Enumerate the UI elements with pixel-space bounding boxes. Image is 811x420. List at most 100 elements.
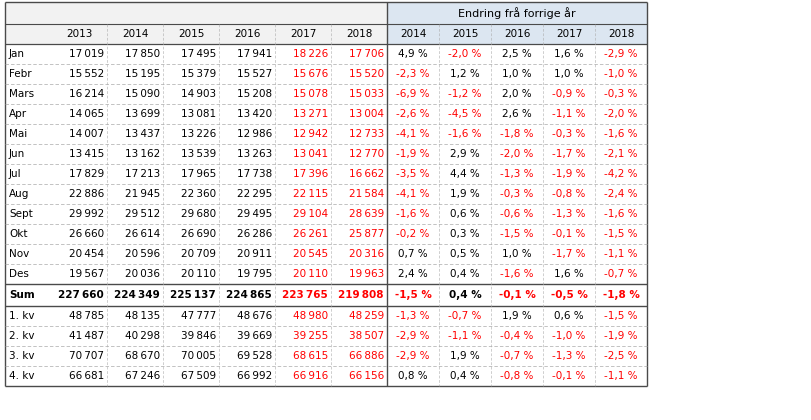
Text: 227 660: 227 660 <box>58 290 104 300</box>
Text: 14 007: 14 007 <box>69 129 104 139</box>
Text: 18 226: 18 226 <box>293 49 328 59</box>
Text: 13 263: 13 263 <box>237 149 272 159</box>
Text: 28 639: 28 639 <box>348 209 384 219</box>
Text: Sum: Sum <box>9 290 35 300</box>
Text: -0,7 %: -0,7 % <box>448 311 481 321</box>
Text: -0,5 %: -0,5 % <box>550 290 586 300</box>
Text: 20 596: 20 596 <box>125 249 160 259</box>
Text: 68 670: 68 670 <box>125 351 160 361</box>
Text: 2,9 %: 2,9 % <box>449 149 479 159</box>
Text: 2. kv: 2. kv <box>9 331 34 341</box>
Text: 26 660: 26 660 <box>69 229 104 239</box>
Text: 67 246: 67 246 <box>125 371 160 381</box>
Text: 13 226: 13 226 <box>181 129 216 139</box>
Text: 41 487: 41 487 <box>69 331 104 341</box>
Text: -2,1 %: -2,1 % <box>603 149 637 159</box>
Text: 0,3 %: 0,3 % <box>449 229 479 239</box>
Text: -1,8 %: -1,8 % <box>500 129 533 139</box>
Text: 13 699: 13 699 <box>125 109 160 119</box>
Text: 1,9 %: 1,9 % <box>449 351 479 361</box>
Text: 1,0 %: 1,0 % <box>501 69 531 79</box>
Text: 17 019: 17 019 <box>69 49 104 59</box>
Text: 20 110: 20 110 <box>181 269 216 279</box>
Text: -1,6 %: -1,6 % <box>603 129 637 139</box>
Text: 13 162: 13 162 <box>125 149 160 159</box>
Text: 15 552: 15 552 <box>69 69 104 79</box>
Text: 13 081: 13 081 <box>181 109 216 119</box>
Text: -1,3 %: -1,3 % <box>500 169 533 179</box>
Text: 66 886: 66 886 <box>348 351 384 361</box>
Text: 13 420: 13 420 <box>237 109 272 119</box>
Text: -0,1 %: -0,1 % <box>551 371 585 381</box>
Text: 0,7 %: 0,7 % <box>397 249 427 259</box>
Text: -1,5 %: -1,5 % <box>500 229 533 239</box>
Text: 12 770: 12 770 <box>349 149 384 159</box>
Text: -2,5 %: -2,5 % <box>603 351 637 361</box>
Text: 26 690: 26 690 <box>181 229 216 239</box>
Text: 2016: 2016 <box>234 29 260 39</box>
Text: -2,9 %: -2,9 % <box>396 331 429 341</box>
Text: -1,7 %: -1,7 % <box>551 249 585 259</box>
Text: -1,8 %: -1,8 % <box>602 290 638 300</box>
Text: 22 886: 22 886 <box>69 189 104 199</box>
Text: -2,4 %: -2,4 % <box>603 189 637 199</box>
Text: 3. kv: 3. kv <box>9 351 34 361</box>
Text: 66 681: 66 681 <box>69 371 104 381</box>
Text: 40 298: 40 298 <box>125 331 160 341</box>
Text: 1,9 %: 1,9 % <box>501 311 531 321</box>
Text: -1,0 %: -1,0 % <box>603 69 637 79</box>
Bar <box>5 44 646 64</box>
Text: -1,1 %: -1,1 % <box>603 249 637 259</box>
Text: 69 528: 69 528 <box>237 351 272 361</box>
Text: -1,7 %: -1,7 % <box>551 149 585 159</box>
Text: -2,0 %: -2,0 % <box>603 109 637 119</box>
Text: 22 295: 22 295 <box>237 189 272 199</box>
Text: 2,5 %: 2,5 % <box>501 49 531 59</box>
Text: 20 454: 20 454 <box>69 249 104 259</box>
Text: 2014: 2014 <box>399 29 426 39</box>
Text: -4,1 %: -4,1 % <box>396 129 429 139</box>
Bar <box>5 346 646 366</box>
Text: -1,5 %: -1,5 % <box>603 311 637 321</box>
Text: -6,9 %: -6,9 % <box>396 89 429 99</box>
Text: -4,5 %: -4,5 % <box>448 109 481 119</box>
Text: -1,6 %: -1,6 % <box>603 209 637 219</box>
Text: 4,4 %: 4,4 % <box>449 169 479 179</box>
Text: 1,6 %: 1,6 % <box>553 269 583 279</box>
Text: 14 903: 14 903 <box>181 89 216 99</box>
Text: -2,6 %: -2,6 % <box>396 109 429 119</box>
Text: -4,2 %: -4,2 % <box>603 169 637 179</box>
Text: 0,6 %: 0,6 % <box>553 311 583 321</box>
Text: -2,9 %: -2,9 % <box>603 49 637 59</box>
Text: Endring frå forrige år: Endring frå forrige år <box>457 7 575 19</box>
Text: -1,5 %: -1,5 % <box>603 229 637 239</box>
Text: -0,7 %: -0,7 % <box>603 269 637 279</box>
Text: 22 360: 22 360 <box>181 189 216 199</box>
Text: -2,3 %: -2,3 % <box>396 69 429 79</box>
Text: -0,8 %: -0,8 % <box>551 189 585 199</box>
Text: 12 942: 12 942 <box>293 129 328 139</box>
Text: 20 110: 20 110 <box>293 269 328 279</box>
Text: 13 004: 13 004 <box>349 109 384 119</box>
Text: 20 911: 20 911 <box>237 249 272 259</box>
Text: Des: Des <box>9 269 29 279</box>
Text: -1,3 %: -1,3 % <box>396 311 429 321</box>
Text: 17 396: 17 396 <box>293 169 328 179</box>
Text: Jan: Jan <box>9 49 25 59</box>
Text: -0,4 %: -0,4 % <box>500 331 533 341</box>
Text: 66 916: 66 916 <box>293 371 328 381</box>
Text: -0,3 %: -0,3 % <box>500 189 533 199</box>
Text: -0,3 %: -0,3 % <box>551 129 585 139</box>
Text: 20 036: 20 036 <box>125 269 160 279</box>
Text: 13 041: 13 041 <box>293 149 328 159</box>
Bar <box>5 244 646 264</box>
Text: -1,6 %: -1,6 % <box>448 129 481 139</box>
Text: -1,6 %: -1,6 % <box>396 209 429 219</box>
Text: -1,6 %: -1,6 % <box>500 269 533 279</box>
Text: Febr: Febr <box>9 69 32 79</box>
Text: 47 777: 47 777 <box>181 311 216 321</box>
Text: 12 733: 12 733 <box>348 129 384 139</box>
Bar <box>5 366 646 386</box>
Text: 0,4 %: 0,4 % <box>449 371 479 381</box>
Text: -3,5 %: -3,5 % <box>396 169 429 179</box>
